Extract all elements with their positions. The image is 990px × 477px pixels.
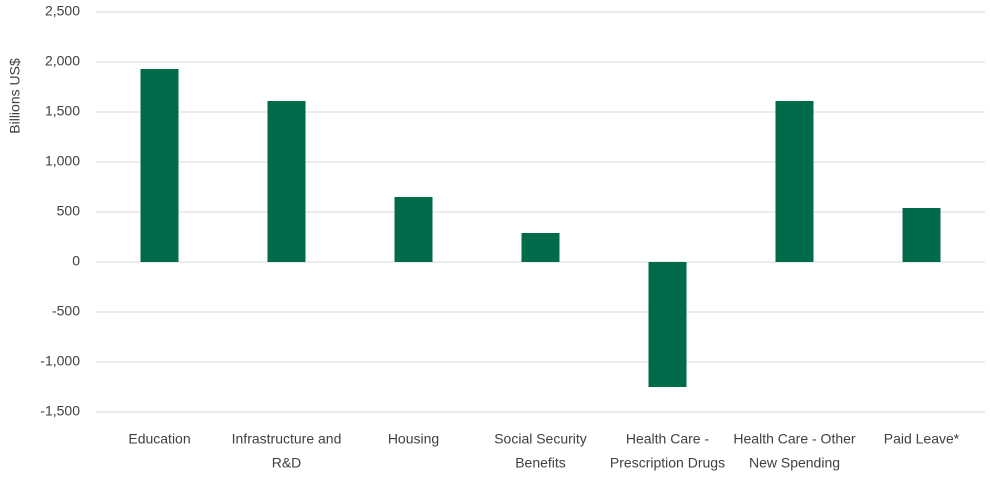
bar	[775, 101, 814, 262]
bar	[648, 262, 687, 387]
y-tick-label: -1,000	[40, 353, 80, 369]
x-tick-label: Education	[128, 431, 190, 447]
x-tick-label: Infrastructure and	[232, 431, 342, 447]
x-tick-label: New Spending	[749, 455, 840, 471]
x-tick-label: Health Care -	[626, 431, 710, 447]
bar	[267, 101, 306, 262]
y-tick-label: -1,500	[40, 403, 80, 419]
x-tick-label: Paid Leave*	[884, 431, 960, 447]
bar	[140, 69, 179, 262]
y-tick-label: 500	[57, 203, 81, 219]
bar	[394, 197, 433, 262]
bar	[902, 208, 941, 262]
y-tick-label: 2,500	[45, 3, 80, 19]
x-tick-label: Health Care - Other	[733, 431, 855, 447]
x-tick-label: Prescription Drugs	[610, 455, 725, 471]
x-tick-label: R&D	[272, 455, 302, 471]
y-tick-label: 1,000	[45, 153, 80, 169]
bar	[521, 233, 560, 262]
y-tick-label: -500	[52, 303, 80, 319]
y-tick-label: 0	[72, 253, 80, 269]
x-tick-label: Benefits	[515, 455, 566, 471]
y-tick-label: 1,500	[45, 103, 80, 119]
x-tick-label: Social Security	[494, 431, 587, 447]
y-tick-label: 2,000	[45, 53, 80, 69]
y-axis-label: Billions US$	[7, 58, 23, 134]
x-tick-label: Housing	[388, 431, 439, 447]
